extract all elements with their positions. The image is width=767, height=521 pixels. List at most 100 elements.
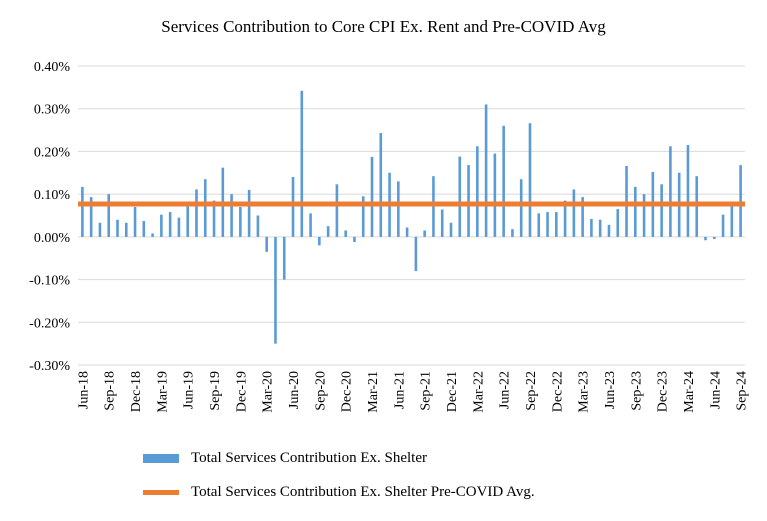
bar-nov-22	[546, 212, 549, 237]
legend-item-bars: Total Services Contribution Ex. Shelter	[143, 450, 427, 467]
bar-jul-21	[405, 227, 409, 237]
bar-dec-20	[344, 230, 347, 237]
bar-oct-20	[326, 226, 330, 237]
bar-apr-19	[168, 212, 172, 237]
bar-apr-22	[484, 104, 488, 237]
bar-aug-18	[98, 222, 102, 237]
bar-aug-20	[309, 213, 312, 237]
x-tick-label: Mar-19	[155, 371, 170, 413]
bar-apr-24	[695, 176, 699, 237]
bar-jul-24	[721, 214, 725, 237]
x-tick-label: Mar-23	[577, 371, 592, 413]
bar-jun-21	[397, 181, 400, 237]
bar-sep-23	[633, 186, 637, 237]
bar-jun-22	[502, 125, 505, 237]
x-tick-label: Jun-23	[603, 371, 618, 409]
bar-jul-23	[616, 209, 620, 237]
bar-may-23	[598, 219, 602, 237]
bar-dec-19	[239, 206, 242, 237]
bar-dec-21	[449, 222, 453, 237]
x-tick-label: Sep-21	[419, 371, 434, 411]
legend-line-swatch	[143, 490, 179, 495]
bar-aug-22	[519, 179, 523, 237]
bar-aug-21	[414, 236, 418, 272]
x-tick-label: Dec-23	[656, 371, 671, 412]
bar-jul-22	[511, 229, 514, 237]
bar-apr-23	[590, 218, 593, 237]
bar-jan-21	[353, 236, 356, 242]
y-tick-label: -0.20%	[29, 316, 70, 331]
x-tick-label: Sep-18	[103, 371, 118, 411]
legend-bar-label: Total Services Contribution Ex. Shelter	[191, 450, 427, 466]
bar-jun-20	[291, 177, 295, 237]
x-tick-label: Jun-20	[287, 371, 302, 409]
bar-sep-24	[739, 165, 742, 237]
bar-aug-19	[203, 179, 207, 237]
bar-jun-24	[712, 236, 716, 239]
bar-jun-19	[186, 204, 190, 237]
bar-mar-19	[160, 214, 163, 237]
bar-may-22	[493, 153, 497, 237]
bar-apr-21	[379, 133, 383, 237]
x-tick-label: Dec-18	[129, 371, 144, 412]
bar-apr-20	[274, 236, 277, 344]
legend-item-avg: Total Services Contribution Ex. Shelter …	[143, 484, 535, 501]
x-tick-label: Dec-22	[550, 371, 565, 412]
bar-mar-24	[686, 145, 690, 237]
x-tick-label: Jun-24	[708, 371, 723, 409]
bar-nov-19	[230, 194, 233, 237]
bar-sep-19	[212, 200, 216, 237]
y-tick-label: 0.30%	[34, 103, 71, 118]
x-tick-label: Sep-19	[208, 371, 223, 411]
x-tick-label: Mar-20	[261, 371, 276, 413]
x-tick-label: Mar-21	[366, 371, 381, 413]
bar-sep-21	[423, 230, 426, 237]
bar-sep-18	[107, 194, 111, 237]
y-tick-label: 0.00%	[34, 231, 71, 246]
bar-feb-22	[467, 165, 470, 237]
bar-jun-18	[81, 186, 84, 237]
bar-jul-18	[89, 197, 93, 237]
bar-aug-23	[625, 165, 628, 237]
bar-jan-24	[669, 146, 672, 237]
bar-mar-23	[581, 197, 584, 237]
y-tick-label: -0.10%	[29, 274, 70, 289]
bar-jun-23	[607, 224, 611, 237]
bar-dec-22	[555, 212, 558, 237]
bar-nov-21	[440, 209, 444, 237]
bar-feb-21	[361, 196, 365, 237]
bar-oct-18	[116, 219, 119, 237]
bar-dec-23	[660, 184, 663, 237]
bar-nov-20	[335, 184, 339, 237]
bar-jul-20	[300, 90, 304, 237]
bar-sep-20	[318, 236, 321, 246]
bar-jan-20	[247, 189, 251, 237]
bar-nov-18	[124, 222, 128, 237]
x-tick-label: Mar-24	[682, 371, 697, 413]
bar-oct-22	[537, 213, 541, 237]
bar-mar-21	[370, 156, 374, 237]
y-tick-label: 0.10%	[34, 188, 71, 203]
bar-jan-19	[142, 221, 146, 237]
bar-may-24	[704, 236, 707, 241]
x-tick-label: Sep-20	[313, 371, 328, 411]
bar-mar-20	[265, 236, 268, 252]
bars	[81, 90, 742, 344]
x-tick-label: Jun-22	[498, 371, 513, 409]
bar-sep-22	[528, 123, 532, 237]
y-tick-label: -0.30%	[29, 359, 70, 374]
bar-aug-24	[730, 201, 734, 237]
y-tick-label: 0.20%	[34, 145, 71, 160]
bar-dec-18	[133, 206, 137, 237]
x-tick-label: Dec-21	[445, 371, 460, 412]
legend-bar-swatch	[143, 454, 179, 463]
x-tick-label: Mar-22	[471, 371, 486, 413]
x-tick-label: Dec-20	[340, 371, 355, 412]
x-tick-label: Sep-24	[735, 371, 750, 411]
x-tick-label: Jun-19	[182, 371, 197, 409]
y-tick-label: 0.40%	[34, 60, 71, 75]
x-tick-label: Sep-23	[629, 371, 644, 411]
bar-feb-19	[151, 233, 154, 237]
x-tick-label: Jun-18	[76, 371, 91, 409]
